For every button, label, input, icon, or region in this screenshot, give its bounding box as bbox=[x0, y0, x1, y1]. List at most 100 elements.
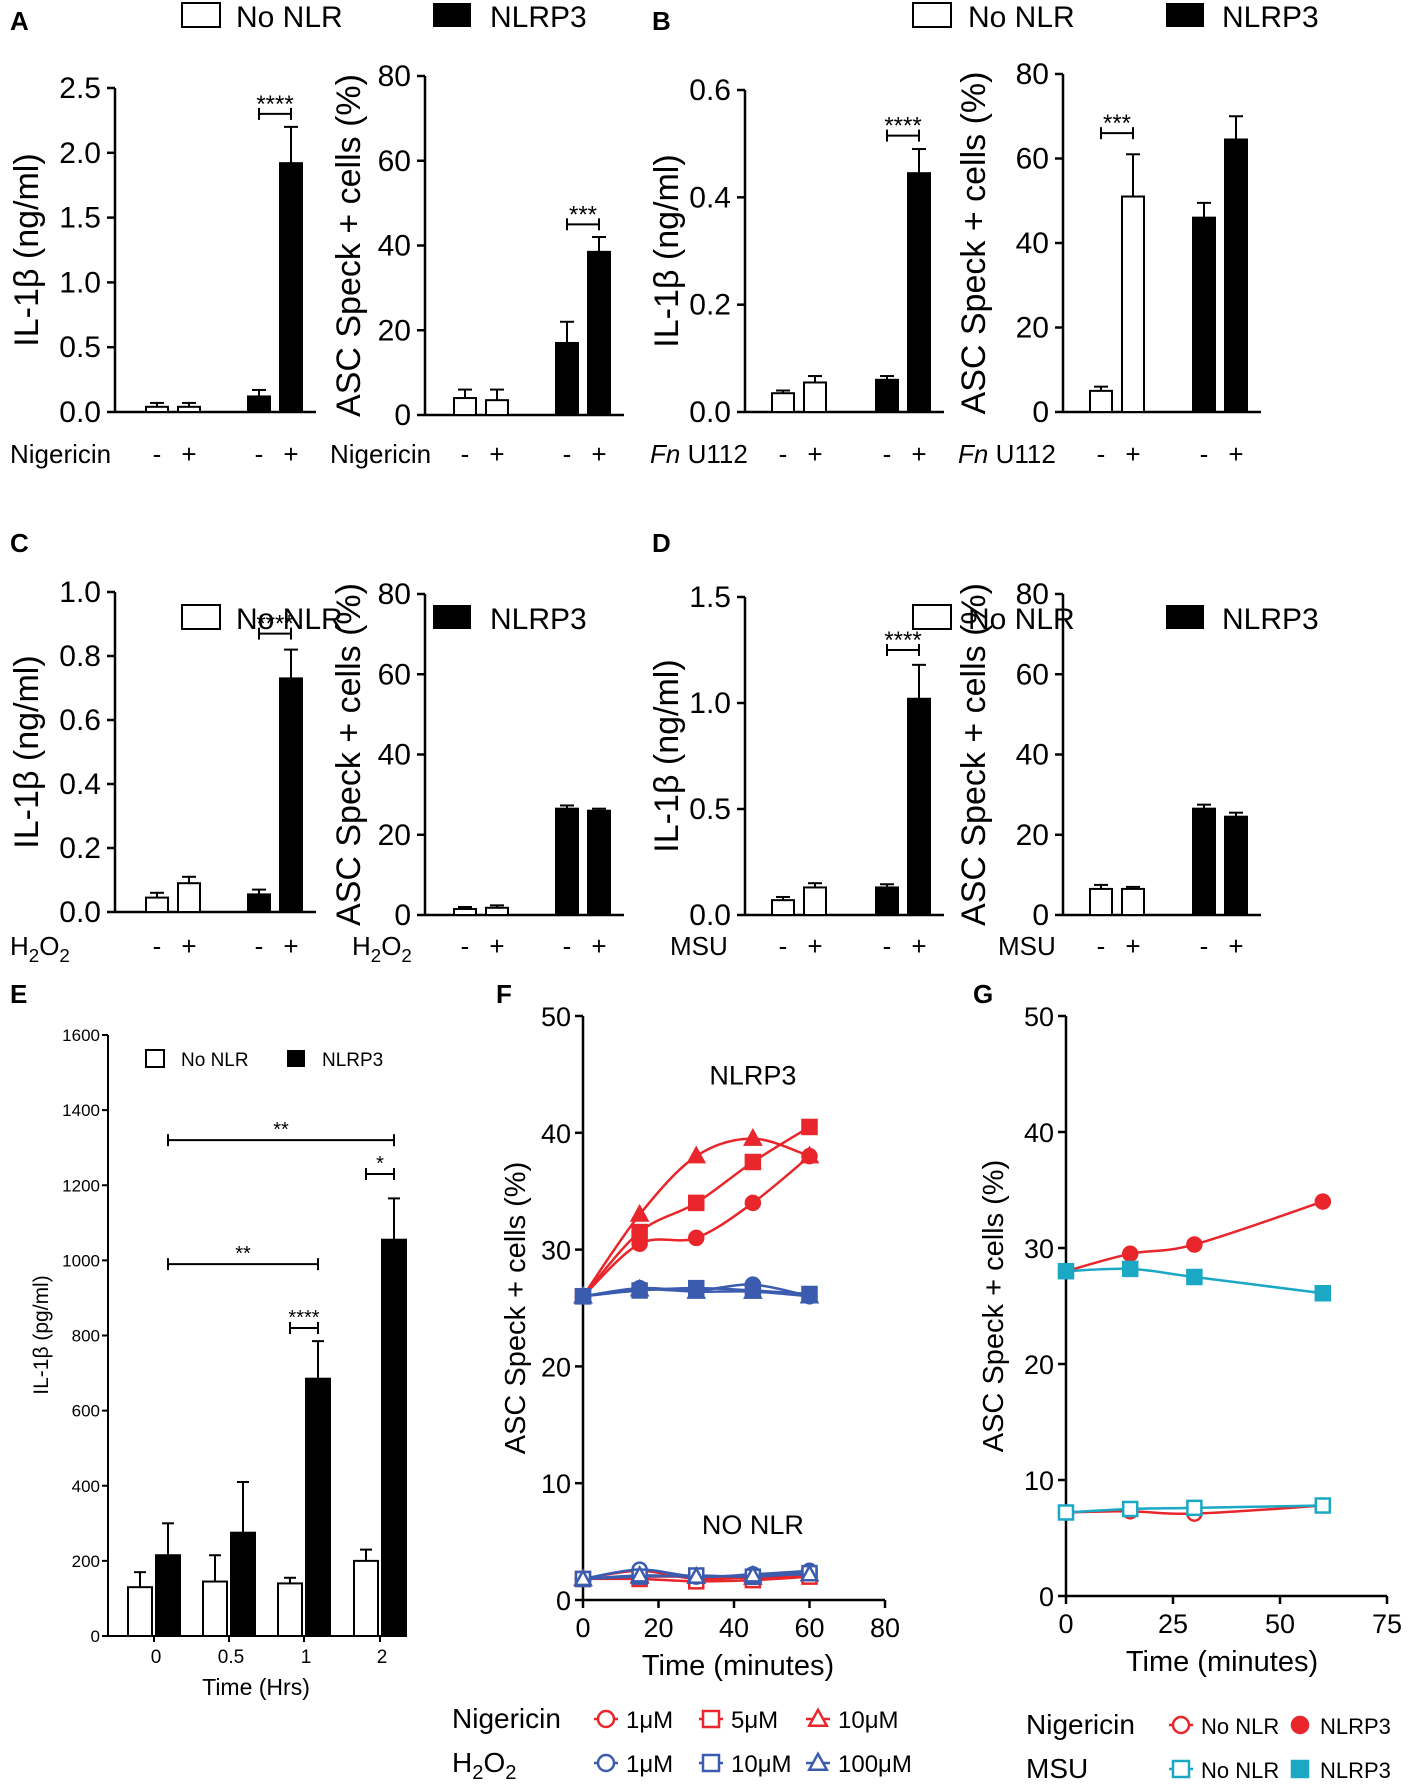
data-point bbox=[688, 1194, 705, 1212]
significance-label: **** bbox=[256, 91, 293, 118]
treatment-label-part: 2 bbox=[29, 945, 39, 966]
chart-panel-e: 0 200 400 600 800 1000 1200 1400 1600 IL-1β (pg/m… bbox=[10, 979, 407, 1700]
treatment-level-label: - bbox=[563, 439, 572, 469]
data-point bbox=[1171, 1715, 1191, 1735]
legend-swatch-nlrp3 bbox=[433, 3, 471, 27]
bar bbox=[587, 809, 611, 916]
bar bbox=[279, 677, 303, 914]
treatment-label: Nigericin bbox=[10, 439, 111, 469]
chart-panel-a1: 0.00.51.01.52.02.5IL-1β (ng/ml)- + - +Niger… bbox=[8, 6, 316, 469]
legend-swatch-no-nlr bbox=[181, 2, 221, 28]
treatment-level-label: + bbox=[283, 439, 298, 469]
y-tick-label: 1600 bbox=[62, 1026, 100, 1045]
data-point bbox=[1290, 1715, 1310, 1735]
bar bbox=[453, 397, 477, 416]
y-tick-label: 10 bbox=[541, 1469, 571, 1499]
y-tick-label: 50 bbox=[541, 1002, 571, 1032]
treatment-label: Nigericin bbox=[330, 439, 431, 469]
x-tick-label: 25 bbox=[1158, 1609, 1188, 1639]
data-point bbox=[801, 1118, 818, 1136]
bar bbox=[1224, 815, 1248, 916]
treatment-label: Fn U112 bbox=[958, 439, 1056, 469]
y-tick-label: 1.5 bbox=[59, 202, 101, 235]
y-tick-label: 20 bbox=[378, 819, 411, 852]
x-tick-label: 0 bbox=[151, 1647, 162, 1668]
y-tick-label: 40 bbox=[541, 1119, 571, 1149]
chart-panel-g: 0 10 20 30 40 50 0 25 50 75 Time (minutes) ASC Spec… bbox=[973, 979, 1402, 1784]
y-tick-label: 40 bbox=[378, 230, 411, 263]
y-tick-label: 400 bbox=[72, 1477, 100, 1496]
y-tick-label: 40 bbox=[1024, 1118, 1054, 1148]
x-axis-label: Time (minutes) bbox=[642, 1650, 834, 1682]
bar bbox=[247, 395, 271, 413]
treatment-label: MSU bbox=[998, 931, 1056, 961]
bar bbox=[803, 381, 827, 414]
panel-label: C bbox=[10, 528, 29, 558]
bar bbox=[1089, 389, 1113, 413]
x-axis-label: Time (Hrs) bbox=[202, 1674, 310, 1700]
x-tick-label: 40 bbox=[719, 1613, 749, 1643]
y-tick-label: 0 bbox=[1032, 899, 1049, 932]
treatment-label-part: H bbox=[452, 1747, 472, 1778]
treatment-label-part: H bbox=[352, 931, 371, 961]
y-axis-label: IL-1β (pg/ml) bbox=[30, 1275, 53, 1394]
chart-panel-c1: 0.00.20.40.60.81.0IL-1β (ng/ml)- + - +H2O2*… bbox=[8, 528, 316, 966]
treatment-level-label: - bbox=[1200, 439, 1209, 469]
treatment-level-label: - bbox=[461, 931, 470, 961]
bar bbox=[277, 1582, 303, 1637]
data-point bbox=[629, 1278, 650, 1297]
y-tick-label: 1.0 bbox=[689, 687, 731, 720]
y-tick-label: 30 bbox=[541, 1236, 571, 1266]
y-tick-label: 0.0 bbox=[689, 396, 731, 429]
legend-item-label: NLRP3 bbox=[1320, 1714, 1391, 1739]
data-point bbox=[743, 1281, 763, 1299]
treatment-level-label: + bbox=[489, 439, 504, 469]
data-point bbox=[686, 1281, 707, 1299]
y-tick-label: 200 bbox=[72, 1552, 100, 1571]
treatment-label-part: O bbox=[381, 931, 401, 961]
data-point bbox=[573, 1568, 593, 1587]
data-point bbox=[1121, 1260, 1139, 1278]
legend-swatch-nlrp3 bbox=[433, 605, 471, 629]
significance-label: *** bbox=[569, 201, 597, 228]
x-tick-label: 0.5 bbox=[218, 1647, 244, 1668]
x-tick-label: 0 bbox=[575, 1613, 590, 1643]
x-tick-label: 0 bbox=[1058, 1609, 1073, 1639]
legend-swatch-nlrp3 bbox=[287, 1050, 305, 1067]
legend-swatch-nlrp3 bbox=[1166, 3, 1204, 27]
legend-swatch-no-nlr bbox=[145, 1049, 165, 1068]
y-tick-label: 50 bbox=[1024, 1002, 1054, 1032]
legend-swatch-nlrp3 bbox=[1166, 605, 1204, 629]
treatment-level-label: + bbox=[807, 439, 822, 469]
significance-label: **** bbox=[288, 1307, 319, 1329]
y-tick-label: 20 bbox=[1016, 312, 1049, 345]
treatment-label-part: H bbox=[10, 931, 29, 961]
y-tick-label: 1400 bbox=[62, 1101, 100, 1120]
data-point bbox=[1186, 1268, 1203, 1286]
treatment-level-label: - bbox=[255, 439, 264, 469]
y-tick-label: 0.2 bbox=[59, 832, 101, 865]
series-line bbox=[1065, 1267, 1323, 1295]
data-point bbox=[1186, 1236, 1203, 1253]
y-tick-label: 20 bbox=[541, 1352, 571, 1382]
significance-label: *** bbox=[1103, 110, 1131, 137]
y-tick-label: 1.0 bbox=[59, 576, 101, 609]
treatment-level-label: - bbox=[153, 931, 162, 961]
treatment-level-label: + bbox=[1228, 931, 1243, 961]
data-point bbox=[1314, 1497, 1332, 1514]
y-tick-label: 0 bbox=[394, 899, 411, 932]
chart-annotation: NO NLR bbox=[702, 1510, 804, 1540]
significance-label: * bbox=[376, 1153, 384, 1175]
data-point bbox=[1314, 1193, 1332, 1210]
bar bbox=[907, 172, 931, 413]
treatment-level-label: - bbox=[153, 439, 162, 469]
x-tick-label: 50 bbox=[1265, 1609, 1295, 1639]
y-axis-label: ASC Speck + cells (%) bbox=[330, 74, 368, 417]
treatment-level-label: - bbox=[1200, 931, 1209, 961]
data-point bbox=[629, 1564, 650, 1583]
y-tick-label: 30 bbox=[1024, 1234, 1054, 1264]
y-axis-label: ASC Speck + cells (%) bbox=[330, 583, 368, 926]
legend-item-label: 1μM bbox=[626, 1707, 673, 1734]
significance-label: ** bbox=[235, 1243, 251, 1265]
